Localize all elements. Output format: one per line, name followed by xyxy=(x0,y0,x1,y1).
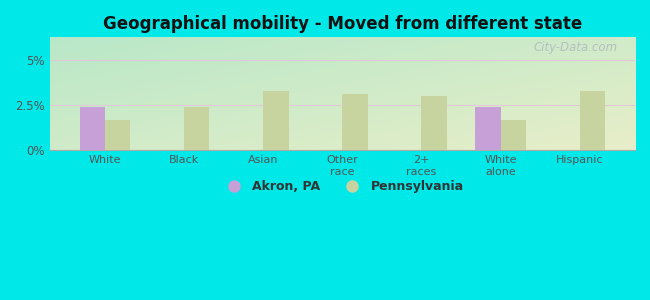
Bar xyxy=(80,107,105,150)
Bar xyxy=(580,91,605,150)
Bar xyxy=(500,120,526,150)
Bar xyxy=(105,120,130,150)
Bar xyxy=(421,96,447,150)
Bar xyxy=(343,94,368,150)
Bar xyxy=(184,107,209,150)
Bar xyxy=(263,91,289,150)
Title: Geographical mobility - Moved from different state: Geographical mobility - Moved from diffe… xyxy=(103,15,582,33)
Text: City-Data.com: City-Data.com xyxy=(533,41,618,54)
Legend: Akron, PA, Pennsylvania: Akron, PA, Pennsylvania xyxy=(216,176,469,198)
Bar xyxy=(475,107,500,150)
